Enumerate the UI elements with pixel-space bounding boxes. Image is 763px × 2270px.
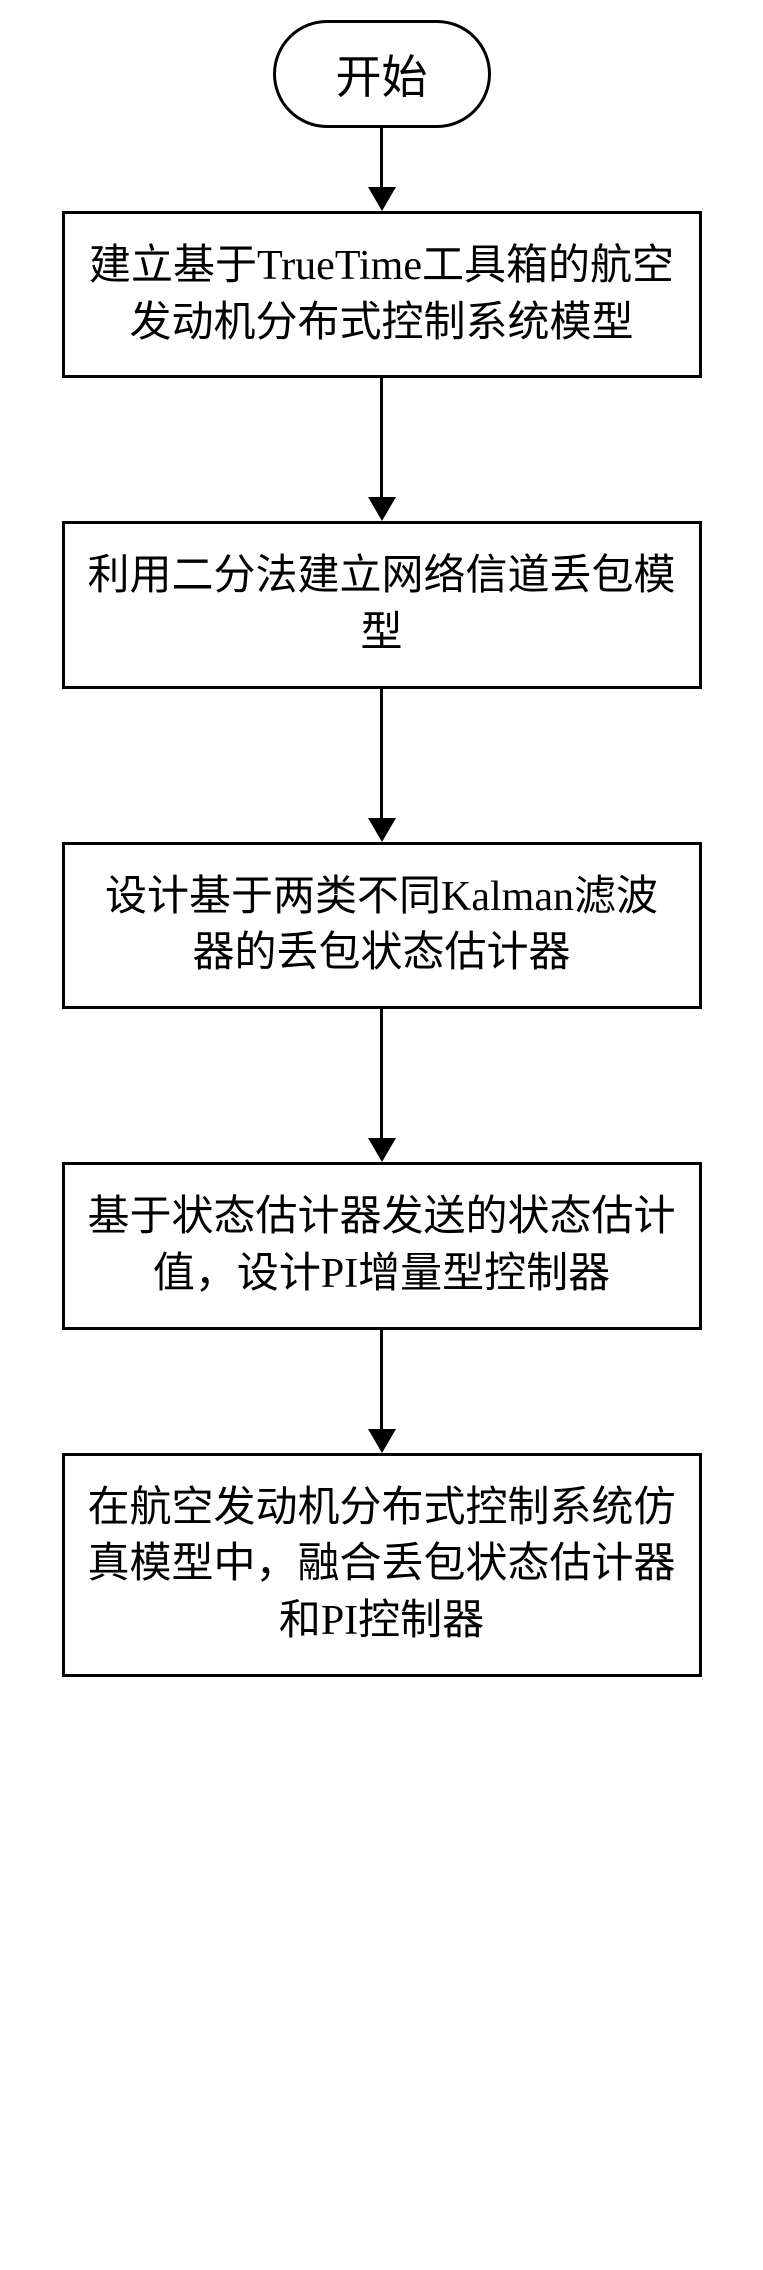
arrow-0	[368, 128, 396, 211]
arrow-line	[380, 378, 383, 498]
process-step-4: 基于状态估计器发送的状态估计值，设计PI增量型控制器	[62, 1162, 702, 1329]
arrow-line	[380, 1330, 383, 1430]
arrow-head-icon	[368, 497, 396, 521]
process-text: 基于状态估计器发送的状态估计值，设计PI增量型控制器	[85, 1189, 679, 1302]
process-step-1: 建立基于TrueTime工具箱的航空发动机分布式控制系统模型	[62, 211, 702, 378]
process-text: 设计基于两类不同Kalman滤波器的丢包状态估计器	[85, 869, 679, 982]
arrow-3	[368, 1009, 396, 1162]
process-text: 在航空发动机分布式控制系统仿真模型中，融合丢包状态估计器和PI控制器	[85, 1480, 679, 1650]
process-step-2: 利用二分法建立网络信道丢包模型	[62, 521, 702, 688]
start-terminator: 开始	[273, 20, 491, 128]
arrow-head-icon	[368, 1138, 396, 1162]
arrow-2	[368, 689, 396, 842]
arrow-head-icon	[368, 1429, 396, 1453]
arrow-line	[380, 128, 383, 188]
arrow-4	[368, 1330, 396, 1453]
arrow-1	[368, 378, 396, 521]
arrow-head-icon	[368, 818, 396, 842]
arrow-line	[380, 689, 383, 819]
process-step-5: 在航空发动机分布式控制系统仿真模型中，融合丢包状态估计器和PI控制器	[62, 1453, 702, 1677]
arrow-line	[380, 1009, 383, 1139]
flowchart-container: 开始 建立基于TrueTime工具箱的航空发动机分布式控制系统模型 利用二分法建…	[0, 20, 763, 1677]
start-label: 开始	[336, 52, 428, 103]
arrow-head-icon	[368, 187, 396, 211]
process-text: 利用二分法建立网络信道丢包模型	[85, 548, 679, 661]
process-text: 建立基于TrueTime工具箱的航空发动机分布式控制系统模型	[85, 238, 679, 351]
process-step-3: 设计基于两类不同Kalman滤波器的丢包状态估计器	[62, 842, 702, 1009]
